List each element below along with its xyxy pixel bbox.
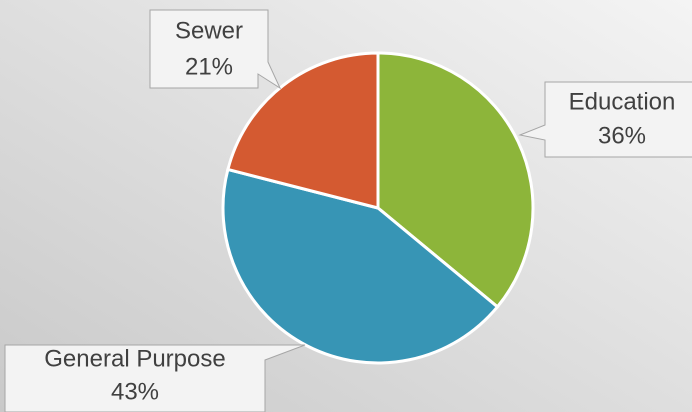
- category-label: Sewer: [175, 17, 243, 44]
- callout-box: [149, 9, 282, 90]
- value-label: 21%: [185, 53, 233, 80]
- pie-slice: [376, 51, 535, 309]
- value-label: 43%: [111, 378, 159, 405]
- category-label: Education: [569, 88, 676, 115]
- pie-slice: [221, 167, 500, 365]
- category-label: General Purpose: [44, 345, 225, 372]
- callout-box: [4, 344, 306, 412]
- pie-slice: [226, 51, 380, 210]
- callout-box: [518, 81, 692, 158]
- value-label: 36%: [598, 122, 646, 149]
